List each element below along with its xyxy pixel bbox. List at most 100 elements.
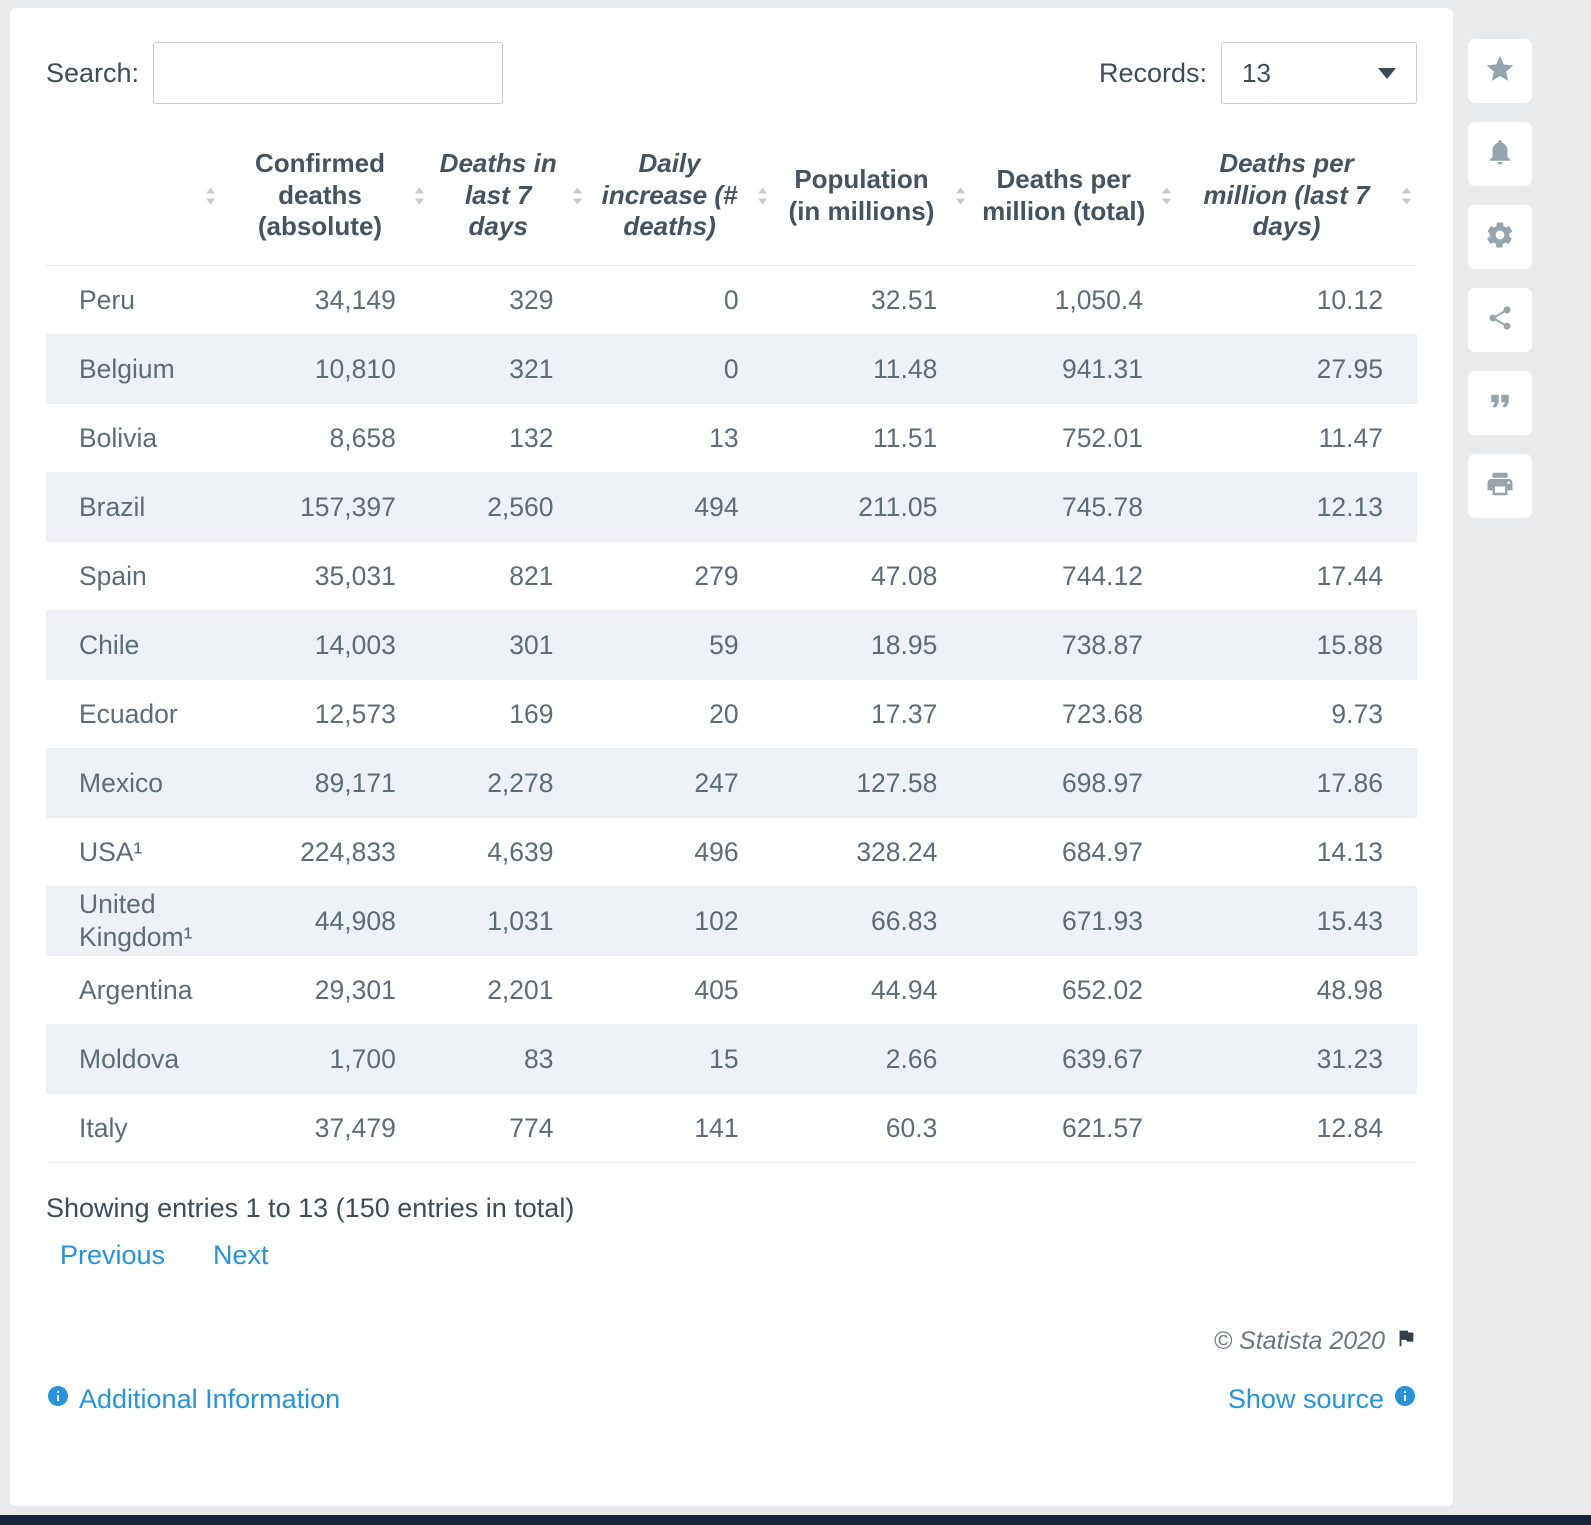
sort-icon[interactable] (954, 186, 967, 206)
value-cell: 17.37 (871, 698, 938, 729)
value-cell: 35,031 (314, 560, 396, 591)
sort-icon[interactable] (204, 186, 217, 206)
column-header-deaths-per-million-last-7-days[interactable]: Deaths per million (last 7 days) (1177, 134, 1417, 267)
show-source-link[interactable]: Show source (1228, 1384, 1417, 1415)
favorite-button[interactable] (1467, 38, 1533, 104)
deaths-data-table: Confirmed deaths (absolute) Deaths in las… (46, 134, 1417, 1163)
search-label: Search: (46, 57, 140, 88)
column-header-confirmed-deaths-absolute[interactable]: Confirmed deaths (absolute) (231, 134, 430, 267)
value-cell: 44,908 (314, 905, 396, 936)
value-cell: 12.84 (1316, 1112, 1383, 1143)
table-row: United Kingdom¹ 44,908 1,031 102 66.83 671.93… (46, 886, 1417, 956)
next-link[interactable]: Next (213, 1240, 269, 1271)
value-cell: 13 (709, 422, 739, 453)
value-cell: 31.23 (1316, 1043, 1383, 1074)
value-cell: 18.95 (871, 629, 938, 660)
bottom-links: Additional Information Show source (46, 1384, 1417, 1415)
table-row: Ecuador 12,573 169 20 17.37 723.68 9.73 (46, 679, 1417, 749)
table-row: Peru 34,149 329 0 32.51 1,050.4 10.12 (46, 265, 1417, 335)
value-cell: 1,031 (487, 905, 554, 936)
search-group: Search: (46, 42, 504, 104)
value-cell: 301 (509, 629, 554, 660)
table-row: Moldova 1,700 83 15 2.66 639.67 31.23 (46, 1024, 1417, 1094)
value-cell: 48.98 (1316, 974, 1383, 1005)
records-selected-value: 13 (1242, 57, 1271, 88)
value-cell: 821 (509, 560, 554, 591)
value-cell: 698.97 (1061, 767, 1144, 798)
value-cell: 0 (723, 353, 739, 384)
value-cell: 496 (694, 836, 739, 867)
country-cell: Peru (79, 284, 135, 315)
value-cell: 2.66 (885, 1043, 938, 1074)
table-header-row: Confirmed deaths (absolute) Deaths in las… (46, 134, 1417, 267)
share-button[interactable] (1467, 287, 1533, 353)
country-cell: Spain (79, 560, 147, 591)
value-cell: 774 (509, 1112, 554, 1143)
value-cell: 684.97 (1061, 836, 1144, 867)
value-cell: 15 (709, 1043, 739, 1074)
table-row: Mexico 89,171 2,278 247 127.58 698.97 17.86 (46, 748, 1417, 818)
value-cell: 14.13 (1316, 836, 1383, 867)
value-cell: 12,573 (314, 698, 396, 729)
flag-icon (1395, 1327, 1417, 1356)
additional-information-link[interactable]: Additional Information (46, 1384, 340, 1415)
sort-icon[interactable] (1160, 186, 1173, 206)
column-label: Confirmed deaths (absolute) (254, 148, 385, 242)
value-cell: 157,397 (300, 491, 396, 522)
sort-icon[interactable] (571, 186, 584, 206)
value-cell: 37,479 (314, 1112, 396, 1143)
value-cell: 279 (694, 560, 739, 591)
value-cell: 20 (709, 698, 739, 729)
country-cell: Ecuador (79, 698, 178, 729)
value-cell: 169 (509, 698, 554, 729)
records-select[interactable]: 13 (1221, 42, 1417, 104)
sort-icon[interactable] (1400, 186, 1413, 206)
country-cell: Bolivia (79, 422, 158, 453)
column-header-population-in-millions[interactable]: Population (in millions) (772, 134, 972, 267)
value-cell: 66.83 (871, 905, 938, 936)
column-header-deaths-per-million-total[interactable]: Deaths per million (total) (971, 134, 1178, 267)
column-label: Deaths per million (last 7 days) (1203, 148, 1370, 242)
value-cell: 14,003 (314, 629, 396, 660)
country-cell: United Kingdom¹ (79, 889, 193, 953)
table-controls: Search: Records: 13 (46, 42, 1417, 104)
value-cell: 2,560 (487, 491, 554, 522)
table-row: Italy 37,479 774 141 60.3 621.57 12.84 (46, 1093, 1417, 1163)
column-label: Deaths in last 7 days (439, 148, 557, 242)
sort-icon[interactable] (756, 186, 769, 206)
value-cell: 494 (694, 491, 739, 522)
value-cell: 405 (694, 974, 739, 1005)
value-cell: 102 (694, 905, 739, 936)
value-cell: 0 (723, 284, 739, 315)
bottom-accent-bar (0, 1515, 1591, 1525)
value-cell: 89,171 (314, 767, 396, 798)
value-cell: 652.02 (1061, 974, 1144, 1005)
column-header-deaths-in-last-7-days[interactable]: Deaths in last 7 days (429, 134, 588, 267)
value-cell: 29,301 (314, 974, 396, 1005)
sort-icon[interactable] (413, 186, 426, 206)
value-cell: 744.12 (1061, 560, 1144, 591)
value-cell: 83 (524, 1043, 554, 1074)
showing-entries-text: Showing entries 1 to 13 (150 entries in … (46, 1193, 575, 1224)
value-cell: 141 (694, 1112, 739, 1143)
cite-button[interactable] (1467, 370, 1533, 436)
star-icon (1484, 53, 1516, 90)
copyright-text: © Statista 2020 (1213, 1327, 1385, 1356)
share-icon (1486, 304, 1514, 337)
pagination: Previous Next (60, 1240, 1417, 1271)
value-cell: 60.3 (885, 1112, 938, 1143)
value-cell: 4,639 (487, 836, 554, 867)
value-cell: 328.24 (856, 836, 938, 867)
column-header-country[interactable] (46, 134, 232, 267)
previous-link[interactable]: Previous (60, 1240, 166, 1271)
value-cell: 11.47 (1318, 422, 1383, 453)
table-row: USA¹ 224,833 4,639 496 328.24 684.97 14.13 (46, 817, 1417, 887)
search-input[interactable] (153, 42, 504, 104)
show-source-label: Show source (1227, 1384, 1384, 1415)
print-button[interactable] (1467, 453, 1533, 519)
alert-button[interactable] (1467, 121, 1533, 187)
value-cell: 621.57 (1061, 1112, 1144, 1143)
records-group: Records: 13 (1099, 42, 1417, 104)
settings-button[interactable] (1467, 204, 1533, 270)
column-header-daily-increase-deaths[interactable]: Daily increase (# deaths) (587, 134, 773, 267)
